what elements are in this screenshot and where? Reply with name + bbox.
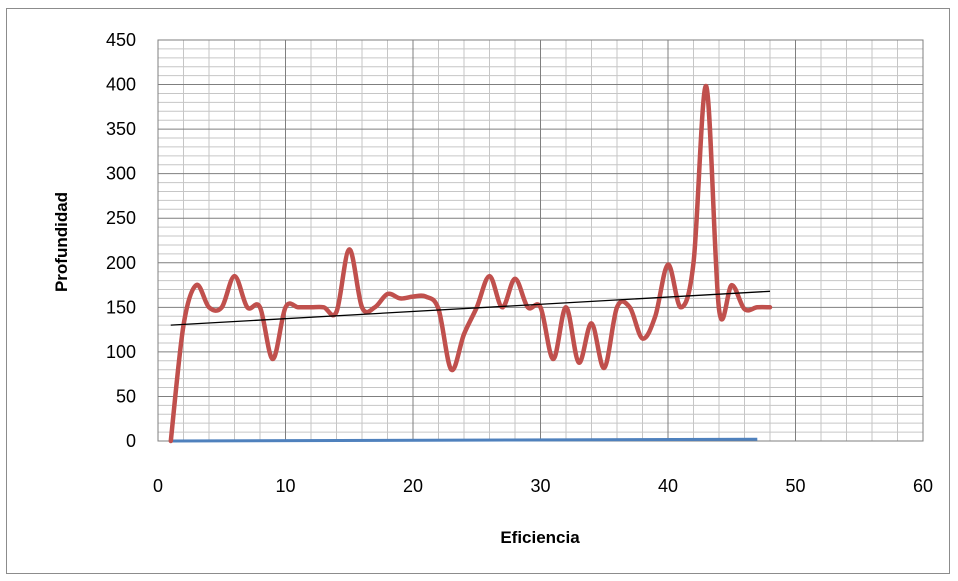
- y-axis-title: Profundidad: [52, 192, 71, 292]
- x-tick-label: 50: [785, 476, 805, 496]
- x-tick-label: 20: [403, 476, 423, 496]
- y-tick-label: 250: [106, 208, 136, 228]
- x-axis-ticks: 0 10 20 30 40 50 60: [153, 476, 933, 496]
- series-layer: [168, 84, 773, 444]
- x-tick-label: 30: [530, 476, 550, 496]
- y-tick-label: 200: [106, 253, 136, 273]
- y-tick-label: 0: [126, 431, 136, 451]
- y-tick-label: 400: [106, 75, 136, 95]
- x-tick-label: 10: [275, 476, 295, 496]
- series-line-blue: [170, 437, 758, 443]
- x-tick-label: 0: [153, 476, 163, 496]
- x-axis-title: Eficiencia: [500, 528, 580, 547]
- trendline: [170, 290, 771, 326]
- y-tick-label: 300: [106, 164, 136, 184]
- x-tick-label: 40: [658, 476, 678, 496]
- y-tick-label: 150: [106, 297, 136, 317]
- y-axis-ticks: 0 50 100 150 200 250 300 350 400 450: [106, 30, 136, 451]
- major-gridlines: [157, 39, 924, 442]
- y-tick-label: 50: [116, 386, 136, 406]
- y-tick-label: 350: [106, 119, 136, 139]
- x-tick-label: 60: [913, 476, 933, 496]
- y-tick-label: 450: [106, 30, 136, 50]
- y-tick-label: 100: [106, 342, 136, 362]
